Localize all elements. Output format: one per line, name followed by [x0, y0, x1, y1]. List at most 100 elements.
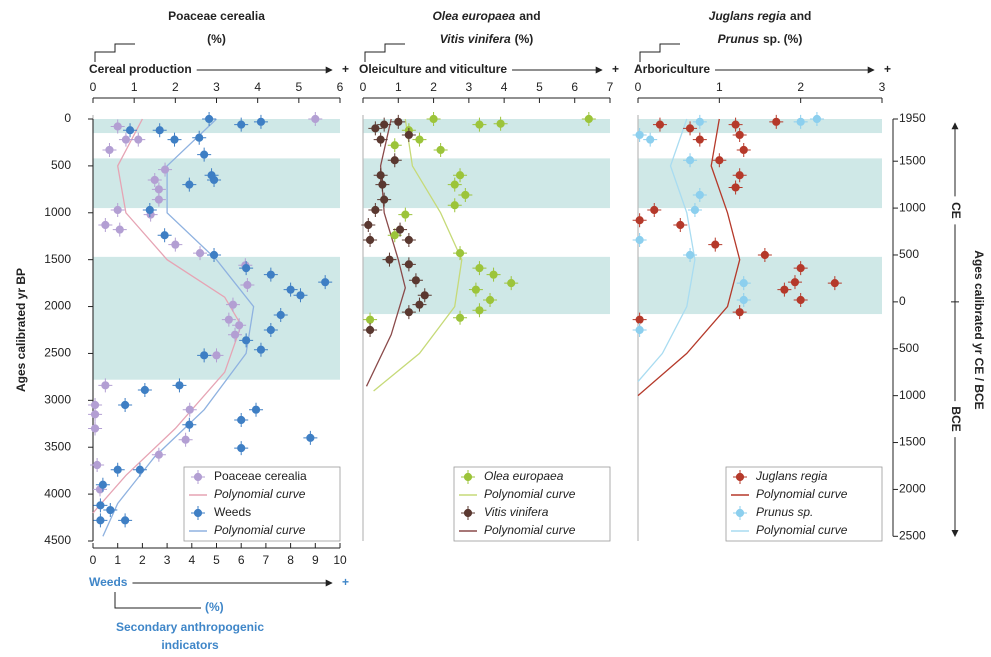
data-point [142, 202, 157, 217]
y2-tick-label: 500 [899, 341, 919, 355]
data-point [472, 261, 487, 276]
x-tick-label: 4 [501, 80, 508, 94]
data-point [486, 267, 501, 282]
data-point [293, 288, 308, 303]
title-part: Juglans regia [709, 9, 787, 23]
data-point [157, 228, 172, 243]
period-band [638, 119, 882, 134]
period-band [638, 256, 882, 315]
data-point [692, 187, 707, 202]
data-point [683, 153, 698, 168]
data-point [793, 292, 808, 307]
y-tick-label: 2000 [44, 299, 71, 313]
data-point [377, 192, 392, 207]
x-tick-label: 1 [131, 80, 138, 94]
data-point [426, 112, 441, 126]
data-point [652, 117, 667, 132]
x2-tick-label: 9 [312, 553, 319, 567]
data-point [769, 114, 784, 129]
data-point [368, 121, 383, 136]
data-point [253, 114, 268, 129]
panel-title: (%) [207, 32, 226, 46]
data-point [793, 261, 808, 276]
data-point [373, 132, 388, 147]
y-tick-label: 4500 [44, 533, 71, 547]
data-point [209, 348, 224, 363]
legend-marker [461, 470, 475, 484]
x-tick-label: 5 [295, 80, 302, 94]
data-point [182, 402, 197, 417]
title-part: (%) [515, 32, 534, 46]
x-tick-label: 2 [430, 80, 437, 94]
x2-tick-label: 4 [188, 553, 195, 567]
axis-end: + [342, 62, 349, 76]
x-tick-label: 5 [536, 80, 543, 94]
y-tick-label: 3500 [44, 439, 71, 453]
y-tick-label: 4000 [44, 486, 71, 500]
data-point [632, 213, 647, 228]
x-tick-label: 2 [172, 80, 179, 94]
title-part: Prunus [718, 32, 760, 46]
data-point [387, 138, 402, 153]
data-point [787, 275, 802, 290]
data-point [207, 247, 222, 262]
data-point [732, 127, 747, 142]
era-label: CE [949, 202, 963, 219]
data-point [167, 132, 182, 147]
data-point [363, 323, 378, 337]
legend-label: Polynomial curve [756, 487, 848, 501]
data-point [110, 202, 125, 217]
legend-label: Polynomial curve [484, 487, 576, 501]
data-point [447, 177, 462, 192]
legend-label: Weeds [214, 505, 251, 519]
data-point [182, 177, 197, 192]
data-point [308, 112, 323, 126]
data-point [182, 417, 197, 432]
x-tick-label: 6 [571, 80, 578, 94]
y2-axis-title: Ages calibrated yr CE / BCE [972, 250, 986, 409]
polynomial-curve [102, 118, 255, 537]
data-point [683, 121, 698, 136]
x-tick-label: 7 [607, 80, 614, 94]
polynomial-curve [637, 118, 741, 397]
data-point [493, 116, 508, 131]
data-point [232, 318, 247, 333]
data-point [95, 477, 110, 492]
data-point [692, 114, 707, 129]
y-tick-label: 1000 [44, 205, 71, 219]
x-tick-label: 3 [213, 80, 220, 94]
x-tick-label: 3 [466, 80, 473, 94]
data-point [137, 383, 152, 398]
x-tick-label: 1 [716, 80, 723, 94]
panel-title: Olea europaea and [432, 9, 540, 23]
data-point [632, 323, 647, 337]
x2-tick-label: 10 [333, 553, 347, 567]
y2-tick-label: 1500 [899, 153, 926, 167]
data-point [193, 246, 208, 261]
data-point [692, 132, 707, 147]
data-point [197, 348, 212, 363]
x-tick-label: 3 [879, 80, 886, 94]
y-tick-label: 0 [64, 111, 71, 125]
x-tick-label: 0 [635, 80, 642, 94]
data-point [453, 310, 468, 325]
legend-marker [191, 470, 205, 484]
data-point [368, 202, 383, 217]
data-point [401, 305, 416, 320]
data-point [736, 292, 751, 307]
y-axis-title: Ages calibrated yr BP [14, 268, 28, 392]
data-point [401, 257, 416, 272]
data-point [581, 112, 596, 126]
title-part: Poaceae cerealia [168, 9, 265, 23]
data-point [412, 297, 427, 312]
data-point [643, 132, 658, 147]
x2-tick-label: 6 [238, 553, 245, 567]
legend-marker [733, 506, 747, 520]
legend-marker [733, 470, 747, 484]
data-point [408, 273, 423, 288]
legend-label: Polynomial curve [484, 523, 576, 537]
data-point [363, 232, 378, 247]
data-point [687, 202, 702, 217]
data-point [736, 276, 751, 291]
